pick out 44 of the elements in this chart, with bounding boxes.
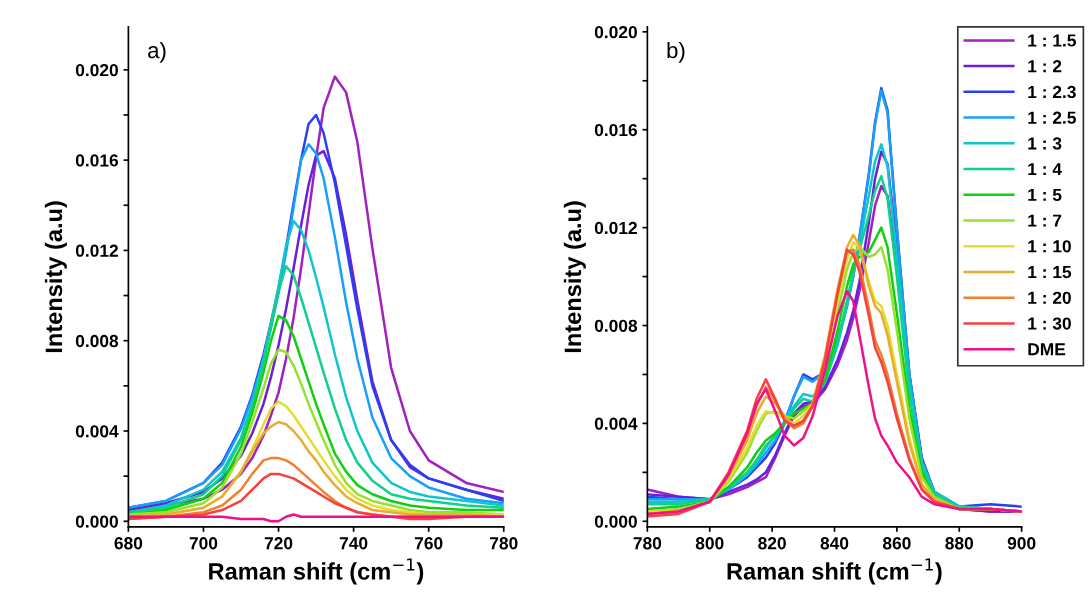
x-tick-label: 780	[490, 537, 518, 550]
y-tick-label: 0.000	[594, 515, 637, 528]
x-tick-label: 820	[758, 537, 786, 550]
y-tick-label: 0.004	[594, 417, 638, 430]
x-tick-label: 720	[264, 537, 293, 550]
x-tick-label: 780	[633, 537, 662, 550]
x-tick-label: 900	[1007, 537, 1036, 550]
y-tick-label: 0.000	[75, 515, 118, 528]
y-tick-label: 0.016	[75, 154, 119, 167]
y-tick-label: 0.008	[594, 319, 638, 332]
legend-label: 1 : 2	[1028, 60, 1062, 73]
legend-label: 1 : 1.5	[1028, 34, 1076, 47]
y-tick-label: 0.020	[75, 63, 118, 77]
x-tick-label: 840	[820, 537, 849, 550]
x-tick-label: 740	[339, 537, 368, 550]
legend-label: 1 : 7	[1028, 214, 1062, 227]
legend-label: 1 : 15	[1028, 266, 1072, 279]
x-tick-label: 880	[945, 537, 974, 550]
x-tick-label: 680	[114, 537, 143, 550]
y-tick-label: 0.020	[594, 25, 637, 39]
legend-label: 1 : 20	[1028, 291, 1071, 304]
x-tick-label: 800	[695, 537, 724, 550]
y-tick-label: 0.008	[75, 334, 119, 348]
legend-label: DME	[1028, 343, 1066, 356]
x-tick-label: 760	[414, 537, 443, 550]
annotation: a)	[148, 41, 166, 63]
y-axis-title: Intensity (a.u)	[563, 201, 586, 353]
x-tick-label: 860	[882, 537, 911, 550]
legend-label: 1 : 4	[1028, 163, 1062, 176]
y-tick-label: 0.012	[75, 244, 118, 257]
legend-label: 1 : 10	[1028, 240, 1071, 253]
y-axis-title: Intensity (a.u)	[44, 201, 67, 353]
y-tick-label: 0.016	[594, 123, 638, 137]
y-tick-label: 0.004	[75, 425, 119, 438]
annotation: b)	[667, 41, 685, 63]
x-axis-title: Raman shift (cm$^{−1}$)	[727, 558, 942, 585]
legend-label: 1 : 30	[1028, 317, 1071, 330]
legend-label: 1 : 2.5	[1028, 111, 1076, 124]
y-tick-label: 0.012	[594, 221, 637, 235]
x-tick-label: 700	[189, 537, 218, 550]
legend-label: 1 : 2.3	[1028, 85, 1076, 99]
x-axis-title: Raman shift (cm$^{−1}$)	[209, 558, 424, 585]
legend-label: 1 : 5	[1028, 188, 1062, 202]
legend-label: 1 : 3	[1028, 137, 1062, 150]
